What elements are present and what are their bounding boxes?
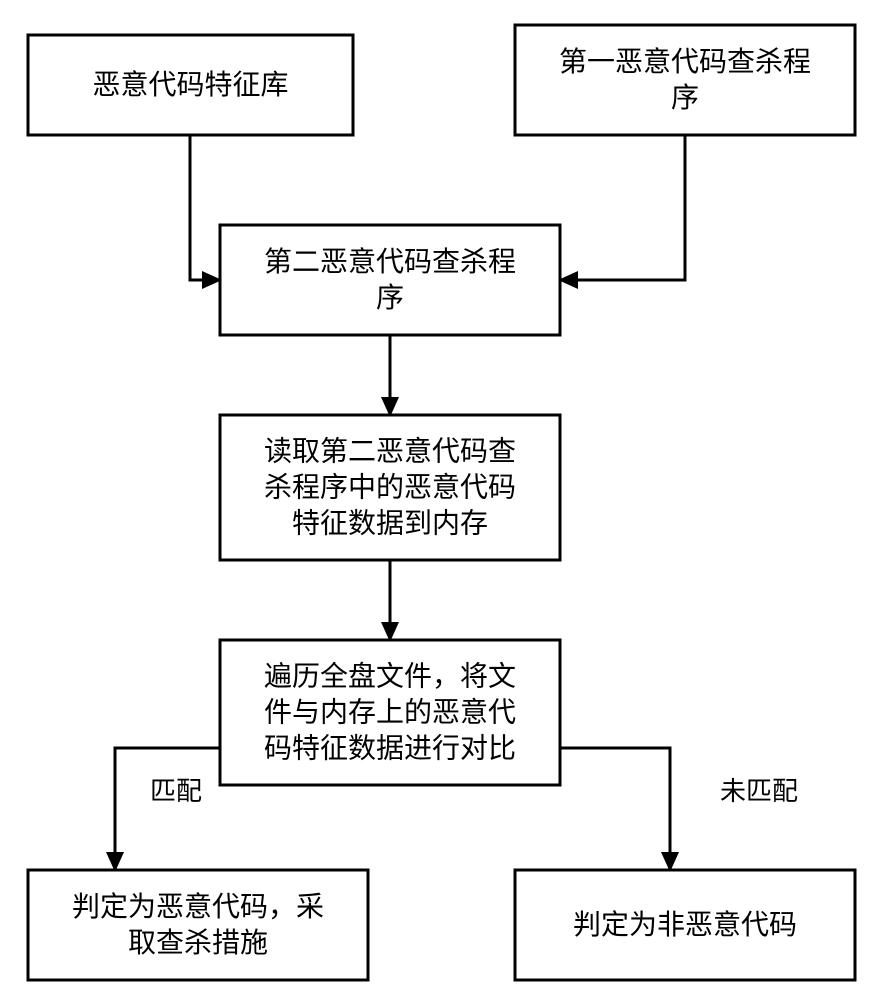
- node-n3-text-line-1: 序: [376, 282, 404, 314]
- node-n6: 判定为恶意代码，采取查杀措施: [28, 870, 368, 980]
- node-n4-text-line-0: 读取第二恶意代码查: [264, 436, 516, 468]
- edge-label-5: 未匹配: [720, 777, 798, 806]
- node-n1-text-line-0: 恶意代码特征库: [92, 69, 288, 101]
- node-n3: 第二恶意代码查杀程序: [220, 225, 560, 335]
- node-n3-text-line-0: 第二恶意代码查杀程: [264, 246, 516, 278]
- node-n6-text-line-0: 判定为恶意代码，采: [72, 891, 324, 923]
- node-n1: 恶意代码特征库: [28, 35, 353, 135]
- edge-5: [560, 748, 670, 870]
- node-n7: 判定为非恶意代码: [515, 870, 855, 980]
- node-n6-box: [28, 870, 368, 980]
- node-n6-text-line-1: 取查杀措施: [128, 927, 268, 959]
- node-n2: 第一恶意代码查杀程序: [515, 25, 855, 135]
- node-n4-text-line-2: 特征数据到内存: [292, 508, 488, 540]
- edge-1: [560, 135, 685, 280]
- node-n5-text-line-1: 件与内存上的恶意代: [264, 697, 516, 729]
- edge-0: [190, 135, 220, 280]
- node-n2-box: [515, 25, 855, 135]
- edge-4: [115, 748, 220, 870]
- node-n4-text-line-1: 杀程序中的恶意代码: [264, 472, 516, 504]
- node-n2-text-line-1: 序: [671, 82, 699, 114]
- node-n5-text-line-2: 码特征数据进行对比: [264, 733, 516, 765]
- node-n3-box: [220, 225, 560, 335]
- node-n2-text-line-0: 第一恶意代码查杀程: [559, 46, 811, 78]
- node-n4: 读取第二恶意代码查杀程序中的恶意代码特征数据到内存: [220, 415, 560, 560]
- edge-label-4: 匹配: [150, 777, 202, 806]
- node-n5-text-line-0: 遍历全盘文件，将文: [264, 661, 516, 693]
- node-n5: 遍历全盘文件，将文件与内存上的恶意代码特征数据进行对比: [220, 640, 560, 785]
- node-n7-text-line-0: 判定为非恶意代码: [573, 909, 797, 941]
